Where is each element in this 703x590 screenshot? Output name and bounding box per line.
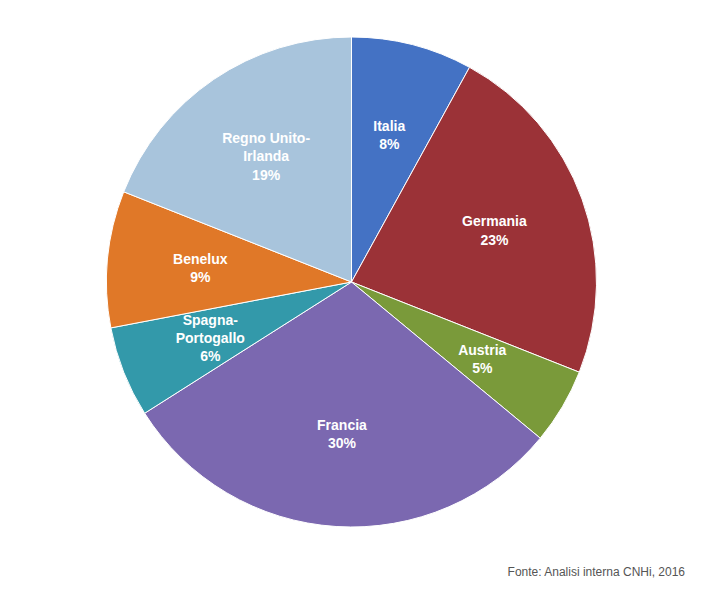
slice-label-line: Germania [462, 213, 527, 229]
slice-value-label: 6% [200, 348, 221, 364]
slice-label-line: Irlanda [243, 148, 289, 164]
slice-label-line: Portogallo [176, 330, 245, 346]
slice-value-label: 9% [190, 269, 211, 285]
slice-label: Regno Unito- Irlanda [222, 130, 310, 164]
slice-label: Francia [317, 417, 367, 433]
slice-value-label: 23% [480, 232, 509, 248]
slice-value-label: 8% [379, 136, 400, 152]
slice-value-label: 19% [252, 167, 281, 183]
slice-label-line: Italia [373, 118, 405, 134]
slice-value-label: 30% [328, 435, 357, 451]
source-note: Fonte: Analisi interna CNHi, 2016 [508, 565, 686, 579]
slice-label: Germania [462, 213, 527, 229]
pie-slice [124, 37, 352, 282]
slice-label-line: Regno Unito- [222, 130, 310, 146]
chart: Italia 8% Germania 23% Austria 5% Francia 30% Sp… [0, 0, 703, 590]
pie-slice [145, 282, 541, 527]
slice-label: Italia [373, 118, 405, 134]
slice-label: Spagna- Portogallo [176, 312, 245, 346]
slice-labels: Italia 8% Germania 23% Austria 5% Francia 30% Sp… [173, 118, 527, 451]
slice-value-label: 5% [472, 360, 493, 376]
slice-label-line: Benelux [173, 251, 228, 267]
slice-label-line: Spagna- [183, 312, 239, 328]
pie [107, 37, 597, 527]
slice-label-line: Austria [458, 342, 506, 358]
slice-label: Austria [458, 342, 506, 358]
slice-label-line: Francia [317, 417, 367, 433]
slice-label: Benelux [173, 251, 228, 267]
